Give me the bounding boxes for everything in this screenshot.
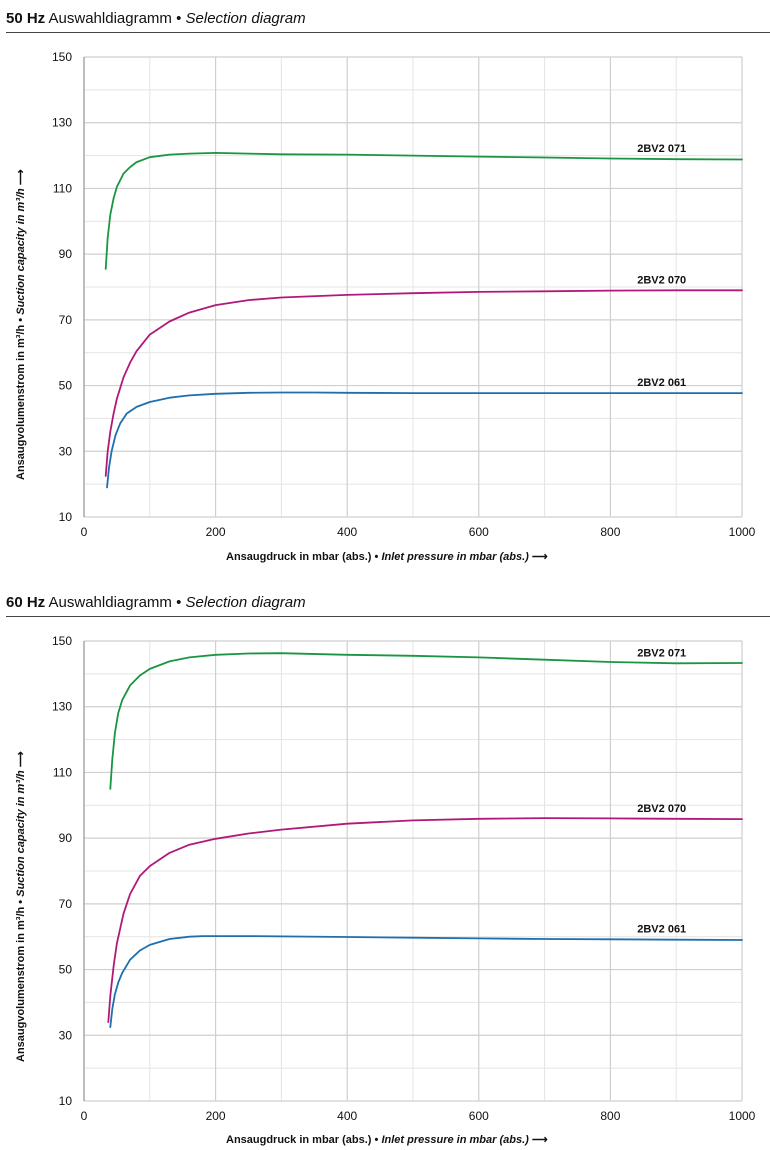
series-label: 2BV2 061 [637,377,686,389]
chart-panel-50hz: 50 Hz Auswahldiagramm • Selection diagra… [0,8,770,580]
panel-title: 50 Hz Auswahldiagramm • Selection diagra… [6,8,770,30]
panel-title: 60 Hz Auswahldiagramm • Selection diagra… [6,592,770,614]
y-tick-label: 90 [59,831,73,845]
arrow-right-icon: ⟶ [531,551,548,563]
series-line-2bv2-071 [109,652,743,790]
y-tick-label: 10 [59,1094,73,1108]
series-line-2bv2-071 [104,152,743,270]
y-axis-label-en: Suction capacity in m³/h [15,188,27,315]
y-tick-label: 130 [52,116,72,130]
x-tick-label: 200 [206,1109,226,1123]
y-tick-label: 150 [52,634,72,648]
frequency-label: 60 Hz [6,594,46,611]
series-line-2bv2-070 [107,817,743,1023]
title-de: Auswahldiagramm [48,594,172,611]
x-tick-label: 0 [81,525,88,539]
series-label: 2BV2 070 [637,803,686,815]
y-tick-label: 70 [59,897,73,911]
y-axis-label: Ansaugvolumenstrom in m³/h • Suction cap… [14,169,27,480]
x-axis-label-en: Inlet pressure in mbar (abs.) [381,551,529,563]
arrow-right-icon: ⟶ [15,751,27,768]
x-tick-label: 600 [469,525,489,539]
y-tick-label: 50 [59,379,73,393]
title-bullet: • [176,594,182,611]
series-label: 2BV2 070 [637,274,686,286]
y-axis-label-bullet: • [15,317,27,322]
y-tick-label: 30 [59,444,73,458]
x-tick-label: 600 [469,1109,489,1123]
y-tick-label: 10 [59,510,73,524]
x-axis-label-bullet: • [374,551,379,563]
y-tick-label: 50 [59,963,73,977]
line-chart-60hz: 0 200 400 600 800 1000 10 30 50 70 90 110 130 150 2BV2… [52,634,756,1123]
y-axis-label-en: Suction capacity in m³/h [15,770,27,897]
y-tick-label: 90 [59,247,73,261]
series-line-2bv2-070 [104,289,743,477]
series-label: 2BV2 071 [637,143,686,155]
series-label: 2BV2 061 [637,924,686,936]
x-axis-label: Ansaugdruck in mbar (abs.) • Inlet press… [226,550,548,563]
arrow-right-icon: ⟶ [531,1134,548,1146]
x-tick-label: 400 [337,525,357,539]
x-tick-label: 800 [600,525,620,539]
x-axis-label-en: Inlet pressure in mbar (abs.) [381,1134,529,1146]
title-bullet: • [176,10,182,27]
x-tick-label: 400 [337,1109,357,1123]
y-tick-label: 30 [59,1028,73,1042]
y-axis-label-de: Ansaugvolumenstrom in m³/h [15,324,27,480]
x-tick-label: 1000 [729,525,756,539]
title-en: Selection diagram [185,594,306,611]
title-rule [6,616,770,617]
frequency-label: 50 Hz [6,10,46,27]
series-label: 2BV2 071 [637,647,686,659]
x-axis-label-de: Ansaugdruck in mbar (abs.) [226,1134,372,1146]
x-tick-label: 1000 [729,1109,756,1123]
x-tick-label: 200 [206,525,226,539]
y-tick-label: 110 [53,181,72,195]
chart-panel-60hz: 60 Hz Auswahldiagramm • Selection diagra… [0,592,770,1150]
y-axis-label: Ansaugvolumenstrom in m³/h • Suction cap… [14,751,27,1062]
title-rule [6,32,770,33]
y-tick-label: 110 [53,765,72,779]
y-tick-label: 70 [59,313,73,327]
x-axis-label: Ansaugdruck in mbar (abs.) • Inlet press… [226,1133,548,1146]
y-tick-label: 150 [52,50,72,64]
title-de: Auswahldiagramm [48,10,172,27]
x-tick-label: 0 [81,1109,88,1123]
x-tick-label: 800 [600,1109,620,1123]
series-line-2bv2-061 [106,391,743,489]
y-axis-label-de: Ansaugvolumenstrom in m³/h [15,906,27,1062]
title-en: Selection diagram [185,10,306,27]
series-line-2bv2-061 [109,935,743,1028]
y-tick-label: 130 [52,700,72,714]
x-axis-label-bullet: • [374,1134,379,1146]
arrow-right-icon: ⟶ [15,169,27,186]
x-axis-label-de: Ansaugdruck in mbar (abs.) [226,551,372,563]
line-chart-50hz: 0 200 400 600 800 1000 10 30 50 70 90 110 130 150 2BV2… [52,50,756,539]
y-axis-label-bullet: • [15,899,27,904]
